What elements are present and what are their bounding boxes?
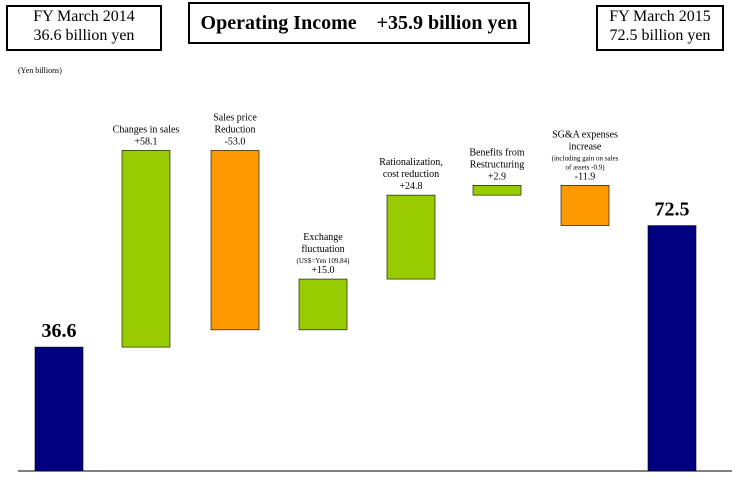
total-value-label: 72.5: [655, 199, 690, 221]
step-value-label: +2.9: [488, 171, 506, 182]
step-value-label: +15.0: [311, 265, 334, 276]
step-category-label: SG&A expenses: [552, 129, 618, 140]
total-bar: [34, 346, 84, 472]
fy2014-title: FY March 2014: [33, 8, 135, 25]
increase-bar: [121, 150, 171, 348]
step-value-label: +58.1: [134, 136, 157, 147]
decrease-bar: [210, 150, 260, 331]
step-value-label: -11.9: [575, 171, 595, 182]
step-note: (including gain on sales: [552, 154, 619, 162]
step-value-label: +24.8: [399, 181, 422, 192]
total-bar: [647, 225, 697, 472]
increase-bar: [298, 278, 348, 331]
step-category-label: Reduction: [214, 124, 255, 135]
step-note: of assets -0.9): [565, 163, 605, 171]
decrease-bar: [560, 185, 610, 226]
step-category-label: fluctuation: [301, 244, 344, 255]
step-category-label: Sales price: [213, 112, 257, 123]
step-category-label: Restructuring: [470, 159, 524, 170]
step-category-label: Changes in sales: [113, 124, 180, 135]
fy2015-box: FY March 2015 72.5 billion yen: [596, 5, 724, 51]
fy2015-value: 72.5 billion yen: [609, 27, 711, 44]
step-category-label: Benefits from: [469, 147, 524, 158]
fy2014-value: 36.6 billion yen: [33, 27, 135, 44]
increase-bar: [386, 194, 436, 280]
total-value-label: 36.6: [42, 320, 77, 342]
increase-bar: [472, 185, 522, 196]
chart-title: Operating Income +35.9 billion yen: [188, 2, 530, 44]
fy2015-title: FY March 2015: [609, 8, 711, 25]
step-category-label: Rationalization,: [379, 157, 443, 168]
step-value-label: -53.0: [225, 136, 246, 147]
step-category-label: cost reduction: [383, 169, 439, 180]
step-category-label: increase: [569, 141, 602, 152]
step-note: (US$=Yen 109.84): [296, 257, 350, 265]
step-category-label: Exchange: [303, 232, 343, 243]
fy2014-box: FY March 2014 36.6 billion yen: [6, 5, 162, 51]
unit-note: (Yen billions): [18, 66, 62, 75]
